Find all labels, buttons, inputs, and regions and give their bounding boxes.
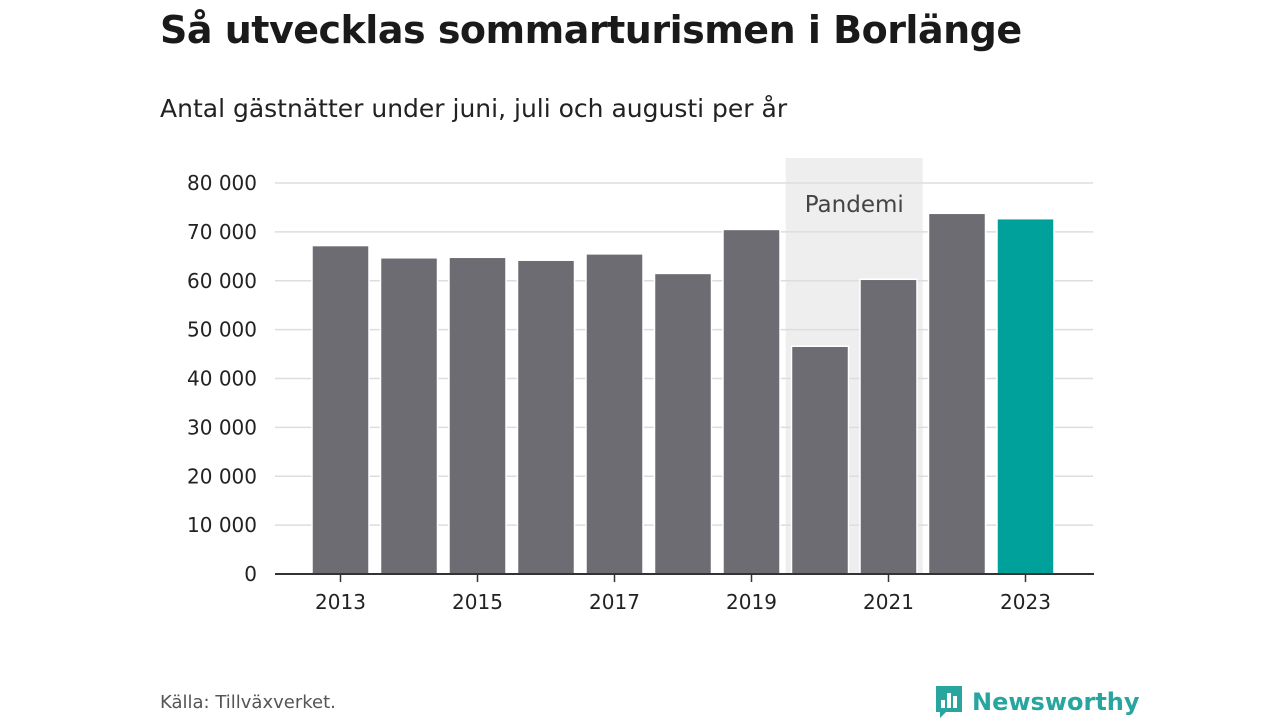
x-tick-label: 2015: [452, 590, 503, 614]
source-note: Källa: Tillväxverket.: [160, 692, 336, 713]
bar-2020: [792, 346, 849, 574]
x-tick-label: 2019: [726, 590, 777, 614]
y-tick-label: 50 000: [187, 318, 257, 342]
x-tick-label: 2021: [863, 590, 914, 614]
y-tick-label: 0: [244, 562, 257, 586]
bar-chart: Pandemi 0 10 000 20 000 30 000 40 000 50 000 6…: [0, 0, 1280, 660]
bar-2021: [860, 279, 917, 574]
bar-2022: [929, 213, 986, 574]
bar-2013: [312, 246, 369, 574]
bar-2017: [586, 254, 643, 574]
x-tick-label: 2023: [1000, 590, 1051, 614]
y-tick-label: 40 000: [187, 367, 257, 391]
bar-2016: [518, 260, 575, 574]
y-tick-label: 80 000: [187, 171, 257, 195]
bar-2014: [381, 258, 438, 574]
y-tick-label: 60 000: [187, 269, 257, 293]
pandemic-label: Pandemi: [805, 192, 904, 218]
bar-chart-speech-bubble-icon: [934, 684, 964, 720]
brand-logo: Newsworthy: [934, 684, 1140, 720]
y-tick-label: 10 000: [187, 513, 257, 537]
x-tick-label: 2017: [589, 590, 640, 614]
y-tick-label: 30 000: [187, 415, 257, 439]
y-tick-label: 20 000: [187, 464, 257, 488]
bar-2015: [449, 257, 506, 574]
y-tick-label: 70 000: [187, 220, 257, 244]
bars: [312, 213, 1054, 574]
bar-2019: [723, 229, 780, 574]
bar-2018: [655, 273, 712, 574]
x-tick-label: 2013: [315, 590, 366, 614]
brand-name: Newsworthy: [972, 688, 1140, 716]
bar-2023: [997, 219, 1054, 574]
